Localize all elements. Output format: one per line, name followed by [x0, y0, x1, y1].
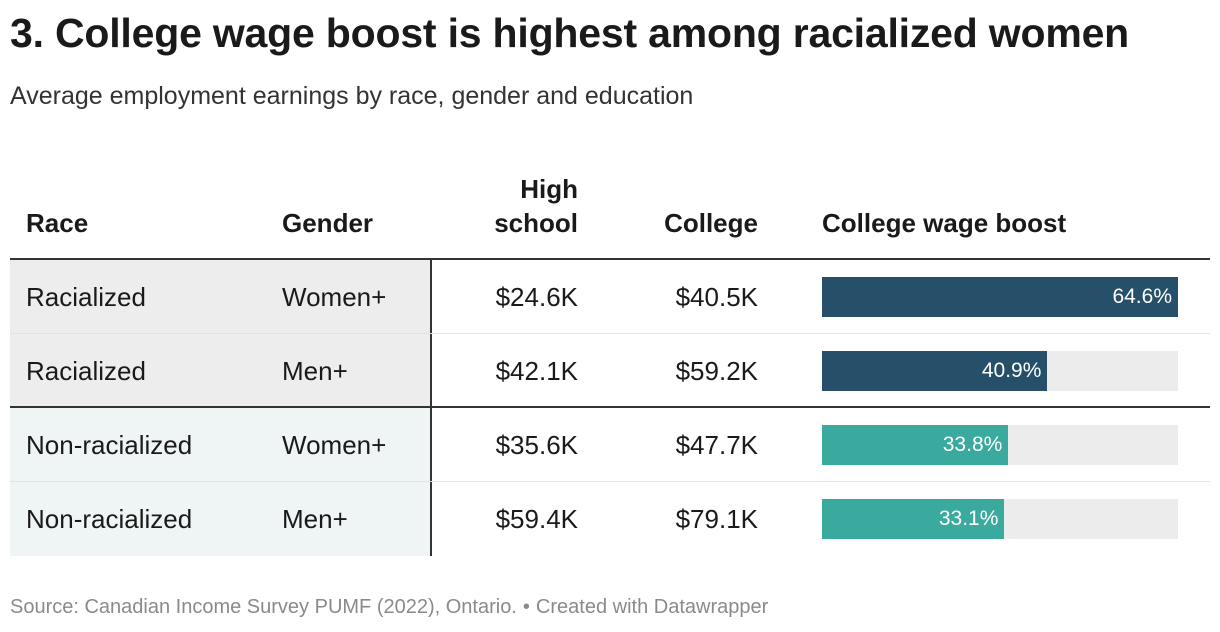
table-row: Racialized Women+ $24.6K $40.5K 64.6% — [10, 260, 1210, 334]
table-row: Racialized Men+ $42.1K $59.2K 40.9% — [10, 334, 1210, 408]
cell-race: Non-racialized — [26, 504, 193, 534]
column-header-gender: Gender — [282, 208, 374, 238]
data-table: Race Gender High school College College … — [10, 168, 1210, 556]
cell-gender: Men+ — [282, 504, 348, 534]
wage-boost-bar-track: 40.9% — [822, 351, 1178, 391]
wage-boost-bar: 33.8% — [822, 425, 1009, 465]
cell-college: $79.1K — [675, 504, 758, 534]
cell-college: $47.7K — [675, 430, 758, 460]
wage-boost-label: 64.6% — [1112, 285, 1172, 308]
row-highlight-background — [10, 408, 431, 482]
cell-high-school: $35.6K — [495, 430, 578, 460]
cell-college: $40.5K — [675, 282, 758, 312]
wage-boost-label: 33.8% — [942, 433, 1003, 456]
table-row: Non-racialized Women+ $35.6K $47.7K 33.8% — [10, 408, 1210, 482]
wage-boost-bar-track: 33.1% — [822, 499, 1178, 539]
chart-subtitle: Average employment earnings by race, gen… — [10, 82, 694, 110]
chart-title: 3. College wage boost is highest among r… — [10, 10, 1130, 56]
credit-link[interactable]: Created with Datawrapper — [535, 596, 769, 618]
table-header: Race Gender High school College College … — [10, 168, 1210, 260]
wage-boost-bar-track: 33.8% — [822, 425, 1178, 465]
source-footer: Source: Canadian Income Survey PUMF (202… — [10, 596, 768, 619]
cell-high-school: $24.6K — [495, 282, 578, 312]
table-body: Racialized Women+ $24.6K $40.5K 64.6% Raciali… — [10, 260, 1210, 556]
cell-race: Racialized — [26, 282, 146, 312]
source-text: Source: Canadian Income Survey PUMF (202… — [10, 596, 517, 618]
cell-gender: Men+ — [282, 356, 348, 386]
column-divider — [430, 334, 432, 408]
column-header-high-school: High school — [450, 172, 578, 240]
column-header-high-school-line1: High — [520, 174, 578, 204]
row-divider — [10, 333, 1210, 334]
footer-separator: • — [522, 596, 530, 618]
wage-boost-label: 40.9% — [981, 359, 1042, 382]
wage-boost-bar: 40.9% — [822, 351, 1048, 391]
column-header-race: Race — [26, 208, 89, 238]
column-divider — [430, 260, 432, 334]
cell-high-school: $59.4K — [495, 504, 578, 534]
column-header-college: College — [664, 208, 758, 238]
row-highlight-background — [10, 334, 431, 408]
wage-boost-bar-track: 64.6% — [822, 277, 1178, 317]
row-divider — [10, 481, 1210, 482]
table-row: Non-racialized Men+ $59.4K $79.1K 33.1% — [10, 482, 1210, 556]
wage-boost-bar: 64.6% — [822, 277, 1178, 317]
column-header-high-school-line2: school — [494, 208, 578, 238]
row-divider — [10, 406, 1210, 408]
column-divider — [430, 482, 432, 556]
wage-boost-bar: 33.1% — [822, 499, 1005, 539]
row-highlight-background — [10, 482, 431, 556]
cell-gender: Women+ — [282, 282, 387, 312]
cell-gender: Women+ — [282, 430, 387, 460]
cell-college: $59.2K — [675, 356, 758, 386]
row-highlight-background — [10, 260, 431, 334]
wage-boost-label: 33.1% — [938, 507, 999, 530]
cell-race: Racialized — [26, 356, 146, 386]
column-divider — [430, 408, 432, 482]
cell-race: Non-racialized — [26, 430, 193, 460]
cell-high-school: $42.1K — [495, 356, 578, 386]
column-header-wage-boost: College wage boost — [822, 208, 1067, 238]
